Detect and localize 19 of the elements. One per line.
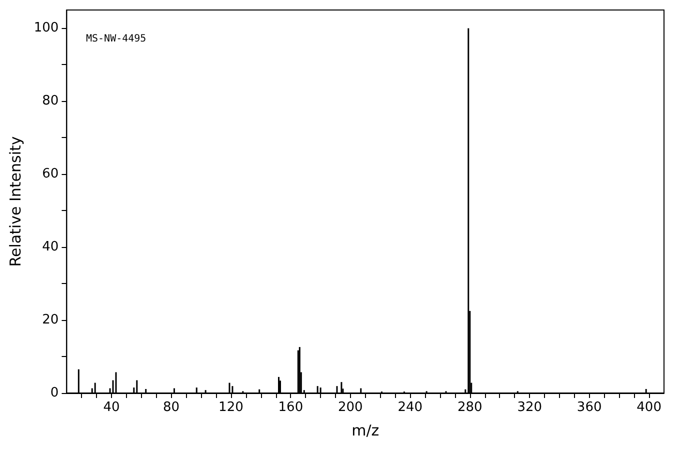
x-tick-label: 160 xyxy=(278,400,304,415)
y-tick-label: 40 xyxy=(42,240,59,255)
y-tick-label: 100 xyxy=(34,20,59,36)
y-tick-label: 0 xyxy=(50,386,59,400)
x-tick-label: 200 xyxy=(338,400,363,415)
x-tick-label: 40 xyxy=(103,400,120,415)
x-tick-label: 120 xyxy=(218,400,244,415)
x-axis-title: m/z xyxy=(352,422,380,440)
x-tick-label: 280 xyxy=(457,400,482,415)
x-tick-label: 80 xyxy=(162,400,180,415)
y-tick-label: 20 xyxy=(42,312,59,328)
x-tick-label: 240 xyxy=(398,400,423,415)
y-tick-label: 80 xyxy=(42,94,59,109)
x-tick-label: 360 xyxy=(576,400,602,415)
x-tick-label: 400 xyxy=(636,400,662,415)
y-tick-label: 60 xyxy=(42,166,59,182)
y-axis-title: Relative Intensity xyxy=(6,136,24,267)
annotation: MS-NW-4495 xyxy=(86,34,146,44)
x-tick-label: 320 xyxy=(517,400,542,415)
